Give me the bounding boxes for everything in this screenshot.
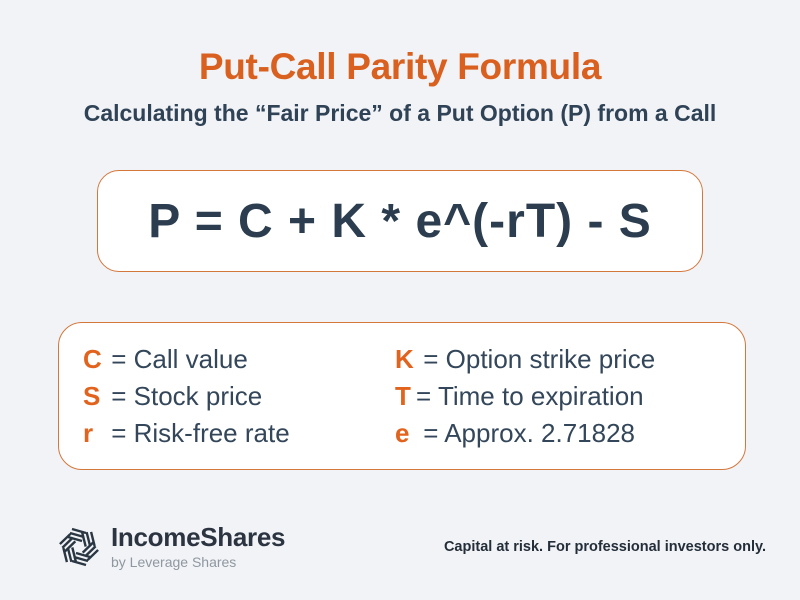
- definition-row-k: K = Option strike price: [395, 341, 745, 378]
- brand-tagline: by Leverage Shares: [111, 553, 237, 570]
- definition-text: = Time to expiration: [416, 381, 644, 411]
- definition-term: K: [395, 344, 414, 374]
- definition-row-s: S = Stock price: [83, 378, 395, 415]
- definition-text: = Risk-free rate: [104, 418, 290, 448]
- definition-term: C: [83, 344, 102, 374]
- brand-text: IncomeShares by Leverage Shares: [111, 522, 286, 570]
- formula-expression: P = C + K * e^(-rT) - S: [148, 194, 652, 248]
- definition-term: r: [83, 418, 94, 448]
- disclaimer-text: Capital at risk. For professional invest…: [443, 539, 766, 555]
- definition-term: e: [395, 418, 410, 448]
- definition-row-r: r = Risk-free rate: [83, 415, 395, 452]
- definition-row-e: e = Approx. 2.71828: [395, 415, 745, 452]
- page-title: Put-Call Parity Formula: [198, 46, 602, 87]
- definition-text: = Call value: [104, 344, 248, 374]
- definition-text: = Option strike price: [416, 344, 656, 374]
- definition-term: S: [83, 381, 101, 411]
- definition-text: = Approx. 2.71828: [416, 418, 636, 448]
- definition-row-t: T = Time to expiration: [395, 378, 745, 415]
- definitions-card: C = Call value S = Stock price r = Risk-…: [58, 322, 746, 470]
- definition-term: T: [395, 381, 411, 411]
- brand-name: IncomeShares: [111, 522, 286, 553]
- formula-card: P = C + K * e^(-rT) - S: [97, 170, 703, 272]
- hexagon-pinwheel-logo-icon: [59, 527, 99, 567]
- brand-block: IncomeShares by Leverage Shares: [56, 524, 285, 570]
- page-subtitle: Calculating the “Fair Price” of a Put Op…: [83, 100, 717, 126]
- definition-row-c: C = Call value: [83, 341, 395, 378]
- definition-text: = Stock price: [104, 381, 263, 411]
